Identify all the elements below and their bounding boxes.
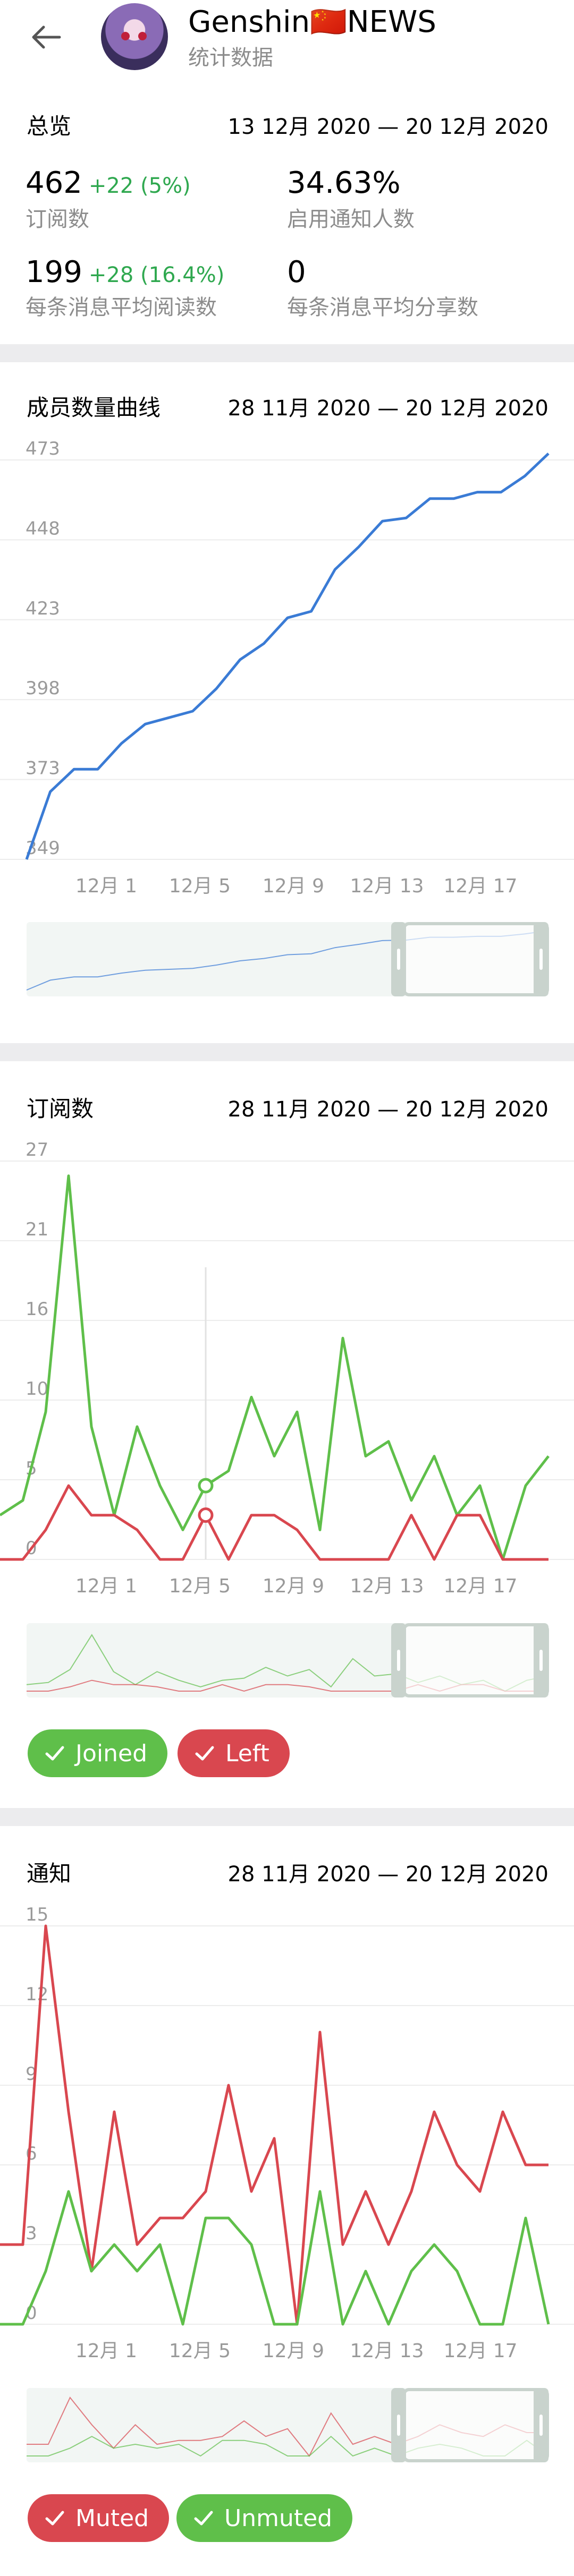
x-tick-label: 12月 13 bbox=[350, 2340, 424, 2362]
y-tick-label: 16 bbox=[26, 1299, 48, 1320]
channel-title: Genshin🇨🇳NEWS bbox=[188, 5, 436, 39]
x-tick-label: 12月 1 bbox=[75, 1575, 137, 1597]
y-tick-label: 21 bbox=[26, 1219, 48, 1240]
subscriptions-chart-date-range: 28 11月 2020 — 20 12月 2020 bbox=[227, 1097, 548, 1122]
subscribers-value: 462 +22 (5%) bbox=[26, 166, 191, 200]
avg-shares-label: 每条消息平均分享数 bbox=[287, 295, 478, 320]
subscribers-delta: +22 (5%) bbox=[88, 174, 191, 198]
x-tick-label: 12月 9 bbox=[263, 875, 324, 897]
x-tick-label: 12月 1 bbox=[75, 875, 137, 897]
x-tick-label: 12月 5 bbox=[169, 2340, 231, 2362]
series-line bbox=[0, 1484, 548, 1561]
y-tick-label: 398 bbox=[26, 678, 60, 699]
hover-point bbox=[198, 1507, 214, 1523]
subscribers-label: 订阅数 bbox=[26, 207, 89, 232]
y-tick-label: 448 bbox=[26, 518, 60, 539]
legend-joined-label: Joined bbox=[75, 1739, 148, 1767]
back-arrow-icon[interactable] bbox=[30, 24, 62, 50]
y-tick-label: 15 bbox=[26, 1904, 48, 1925]
x-tick-label: 12月 17 bbox=[443, 2340, 517, 2362]
members-chart-date-range: 28 11月 2020 — 20 12月 2020 bbox=[227, 396, 548, 421]
x-tick-label: 12月 1 bbox=[75, 2340, 137, 2362]
legend-toggle-joined[interactable]: Joined bbox=[28, 1729, 168, 1777]
hover-point bbox=[198, 1478, 214, 1494]
x-tick-label: 12月 17 bbox=[443, 875, 517, 897]
app-header: Genshin🇨🇳NEWS 统计数据 bbox=[0, 0, 574, 74]
handle-grip bbox=[539, 1650, 543, 1671]
x-tick-label: 12月 13 bbox=[350, 875, 424, 897]
avg-views-delta: +28 (16.4%) bbox=[88, 263, 225, 287]
series-line bbox=[0, 1924, 548, 2326]
handle-grip bbox=[539, 2415, 543, 2436]
navigator-selection bbox=[402, 922, 549, 996]
avg-shares-value: 0 bbox=[287, 255, 306, 289]
channel-avatar bbox=[101, 3, 168, 70]
notifications-enabled-label: 启用通知人数 bbox=[287, 207, 415, 232]
avg-views-value: 199 +28 (16.4%) bbox=[26, 255, 225, 289]
x-tick-label: 12月 9 bbox=[263, 2340, 324, 2362]
x-tick-label: 12月 9 bbox=[263, 1575, 324, 1597]
section-divider bbox=[0, 344, 574, 362]
notifications-chart-title: 通知 bbox=[27, 1861, 72, 1887]
series-line bbox=[25, 453, 550, 860]
y-tick-label: 10 bbox=[26, 1378, 48, 1400]
y-tick-label: 423 bbox=[26, 598, 60, 619]
x-tick-label: 12月 5 bbox=[169, 1575, 231, 1597]
y-tick-label: 27 bbox=[26, 1139, 48, 1161]
avg-views-label: 每条消息平均阅读数 bbox=[26, 295, 217, 320]
x-tick-label: 12月 17 bbox=[443, 1575, 517, 1597]
handle-grip bbox=[397, 949, 400, 970]
notifications-enabled-value: 34.63% bbox=[287, 166, 401, 200]
check-icon bbox=[195, 1746, 214, 1761]
members-chart-title: 成员数量曲线 bbox=[27, 395, 161, 421]
x-tick-label: 12月 13 bbox=[350, 1575, 424, 1597]
legend-toggle-left[interactable]: Left bbox=[178, 1729, 290, 1777]
navigator-selection bbox=[402, 2388, 549, 2462]
handle-grip bbox=[397, 2415, 400, 2436]
check-icon bbox=[45, 1746, 64, 1761]
notifications-chart-date-range: 28 11月 2020 — 20 12月 2020 bbox=[227, 1862, 548, 1887]
y-tick-label: 0 bbox=[26, 2302, 37, 2324]
legend-left-label: Left bbox=[225, 1739, 269, 1767]
subscriptions-chart-title: 订阅数 bbox=[27, 1096, 94, 1122]
x-tick-label: 12月 5 bbox=[169, 875, 231, 897]
legend-unmuted-label: Unmuted bbox=[224, 2504, 333, 2532]
page-subtitle: 统计数据 bbox=[188, 46, 273, 70]
legend-toggle-muted[interactable]: Muted bbox=[28, 2494, 170, 2542]
navigator-selection bbox=[402, 1623, 549, 1698]
overview-title: 总览 bbox=[27, 113, 72, 139]
y-tick-label: 6 bbox=[26, 2143, 37, 2164]
y-tick-label: 3 bbox=[26, 2223, 37, 2244]
overview-date-range: 13 12月 2020 — 20 12月 2020 bbox=[227, 115, 548, 139]
section-divider bbox=[0, 1043, 574, 1061]
check-icon bbox=[45, 2511, 64, 2526]
legend-toggle-unmuted[interactable]: Unmuted bbox=[176, 2494, 353, 2542]
check-icon bbox=[194, 2511, 213, 2526]
y-tick-label: 373 bbox=[26, 758, 60, 779]
handle-grip bbox=[539, 949, 543, 970]
section-divider bbox=[0, 1808, 574, 1826]
y-tick-label: 12 bbox=[26, 1984, 48, 2005]
y-tick-label: 473 bbox=[26, 438, 60, 459]
series-line bbox=[0, 2190, 550, 2326]
legend-muted-label: Muted bbox=[75, 2504, 149, 2532]
handle-grip bbox=[397, 1650, 400, 1671]
